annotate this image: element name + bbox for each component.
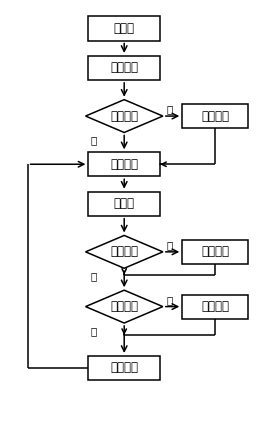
Text: 否: 否 [91,326,97,336]
Text: 否: 否 [91,271,97,281]
Bar [88,56,160,80]
Bar [88,356,160,380]
Polygon shape [86,290,163,323]
Text: 速度链: 速度链 [114,197,135,210]
Text: 负荷分配: 负荷分配 [201,300,229,313]
Text: 是: 是 [167,105,173,114]
Text: 扫描按键: 扫描按键 [110,61,138,74]
Bar [182,240,248,264]
Text: 紧纸信号: 紧纸信号 [110,245,138,258]
Text: 是: 是 [167,240,173,250]
Bar [182,104,248,128]
Text: 计算速比: 计算速比 [110,158,138,171]
Text: 加减程序: 加减程序 [201,110,229,123]
Text: 是: 是 [167,295,173,305]
Text: 加减要求: 加减要求 [110,110,138,123]
Text: 初始化: 初始化 [114,22,135,35]
Bar [88,152,160,176]
Text: 负荷信号: 负荷信号 [110,300,138,313]
Text: 检验程序: 检验程序 [110,361,138,374]
Text: 紧纸程序: 紧纸程序 [201,245,229,258]
Bar [88,16,160,41]
Polygon shape [86,236,163,268]
Bar [88,191,160,215]
Bar [182,295,248,319]
Text: 否: 否 [91,135,97,145]
Polygon shape [86,100,163,133]
